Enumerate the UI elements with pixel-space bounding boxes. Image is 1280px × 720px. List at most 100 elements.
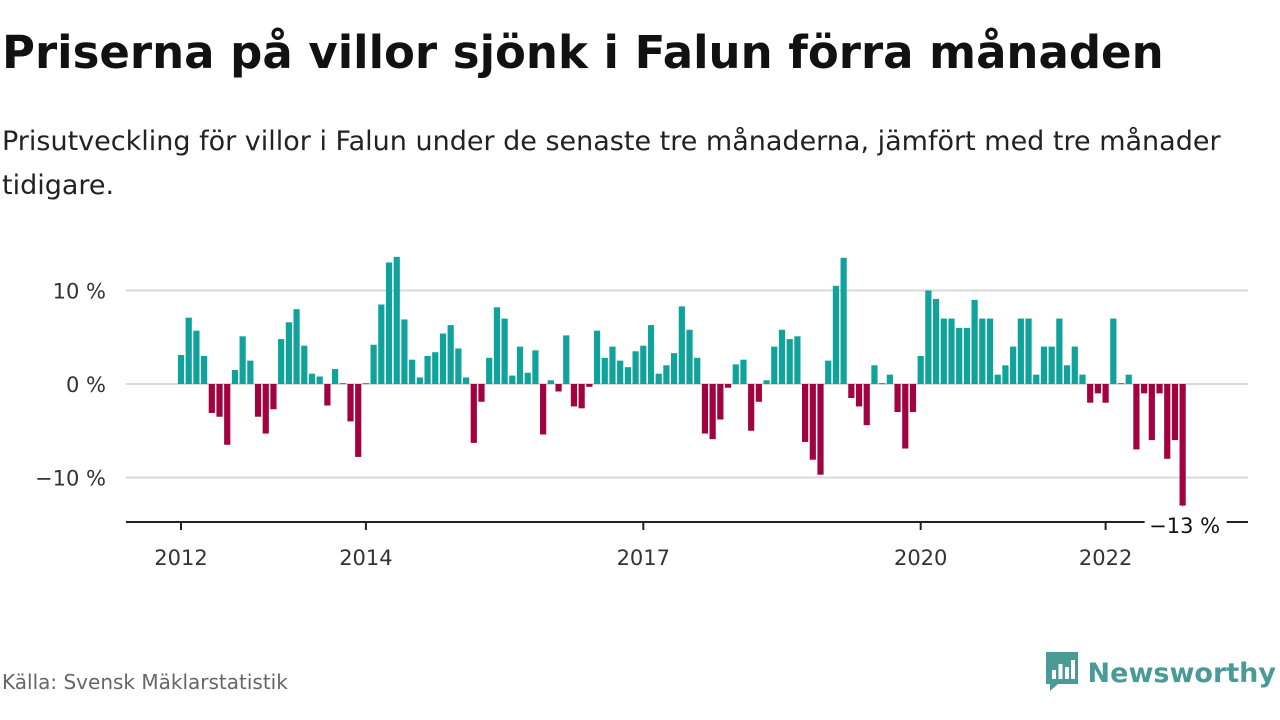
newsworthy-logo-text: Newsworthy xyxy=(1087,657,1276,689)
bar xyxy=(439,333,447,384)
bar xyxy=(1056,318,1063,384)
bar xyxy=(540,384,547,435)
bar xyxy=(1148,384,1155,441)
bar xyxy=(1102,384,1109,403)
bar xyxy=(717,384,724,420)
bar xyxy=(470,384,477,443)
bar xyxy=(401,319,408,385)
bar xyxy=(1156,384,1163,394)
bar xyxy=(493,307,501,384)
bar xyxy=(763,380,770,384)
bar xyxy=(732,364,739,385)
bar xyxy=(563,335,570,384)
bar xyxy=(362,383,370,385)
bar xyxy=(655,373,662,384)
last-value-label: −13 % xyxy=(1149,514,1220,538)
x-axis xyxy=(126,521,1248,530)
bar xyxy=(239,336,246,384)
bar xyxy=(694,357,701,384)
bar xyxy=(285,322,292,384)
bar xyxy=(593,330,601,384)
bar xyxy=(663,365,670,384)
bar xyxy=(370,344,377,384)
y-tick-label: 10 % xyxy=(53,280,106,304)
bars xyxy=(177,256,1186,506)
bar xyxy=(848,384,855,399)
bar xyxy=(547,380,554,384)
bar xyxy=(224,384,231,445)
bar xyxy=(355,384,362,457)
bar xyxy=(447,325,454,384)
bar xyxy=(786,339,793,384)
bar xyxy=(1048,346,1055,384)
bar xyxy=(1040,346,1048,384)
bar xyxy=(509,375,516,384)
bar xyxy=(925,290,932,384)
bar xyxy=(378,304,385,384)
newsworthy-logo-icon xyxy=(1044,650,1080,696)
y-tick-label: 0 % xyxy=(66,373,106,397)
bar xyxy=(671,353,678,384)
bar xyxy=(809,384,816,460)
last-value-label-bg xyxy=(1144,508,1227,536)
bar xyxy=(501,318,508,384)
bar xyxy=(516,346,524,384)
bar xyxy=(740,359,747,384)
x-axis-labels: 2012 2014 2017 2020 2022 xyxy=(154,546,1132,570)
annotations: −13 % xyxy=(1144,505,1227,538)
bar xyxy=(624,367,631,384)
bar xyxy=(1179,384,1186,506)
bar xyxy=(709,384,716,440)
bar xyxy=(986,318,994,384)
x-tick-label: 2012 xyxy=(154,546,207,570)
bar xyxy=(385,262,393,384)
source-note: Källa: Svensk Mäklarstatistik xyxy=(2,670,288,694)
bar xyxy=(748,384,755,431)
bar xyxy=(1125,374,1132,384)
bar xyxy=(1010,346,1017,384)
x-tick-label: 2017 xyxy=(617,546,670,570)
page-title: Priserna på villor sjönk i Falun förra m… xyxy=(2,26,1164,79)
bar xyxy=(524,372,531,384)
bar xyxy=(771,346,778,384)
bar xyxy=(409,359,416,384)
bar xyxy=(994,374,1001,384)
bar xyxy=(794,336,801,384)
x-tick-label: 2022 xyxy=(1079,546,1132,570)
bar xyxy=(262,384,269,434)
bar xyxy=(1171,384,1179,441)
bar xyxy=(324,384,331,406)
x-tick-label: 2020 xyxy=(894,546,947,570)
bar xyxy=(455,348,462,384)
bar xyxy=(278,339,285,384)
bar xyxy=(840,257,847,384)
newsworthy-logo[interactable]: Newsworthy xyxy=(1044,652,1276,694)
bar xyxy=(802,384,809,442)
bar xyxy=(432,352,439,384)
bar xyxy=(1094,384,1101,394)
bar xyxy=(1141,384,1148,394)
bar xyxy=(216,384,223,417)
bar xyxy=(586,384,593,387)
bar xyxy=(1117,383,1125,385)
bar xyxy=(1079,374,1086,384)
bar xyxy=(755,384,762,402)
bar xyxy=(932,298,940,384)
bar xyxy=(956,327,963,384)
bar xyxy=(1063,365,1071,384)
bar xyxy=(832,285,840,384)
bar xyxy=(301,345,308,384)
chart-subtitle: Prisutveckling för villor i Falun under … xyxy=(2,126,1221,201)
bar xyxy=(701,384,709,434)
bar xyxy=(1087,384,1094,403)
x-tick-label: 2014 xyxy=(339,546,392,570)
bar xyxy=(308,373,316,384)
bar xyxy=(640,345,647,384)
bar xyxy=(971,299,978,384)
bar-chart: 10 % 0 % −10 % 2012 2014 2017 2020 2022 −13 % xyxy=(35,256,1248,570)
bar xyxy=(185,317,192,384)
bar xyxy=(270,384,277,410)
bar xyxy=(416,377,423,384)
bar xyxy=(332,369,339,384)
bar xyxy=(902,384,909,449)
